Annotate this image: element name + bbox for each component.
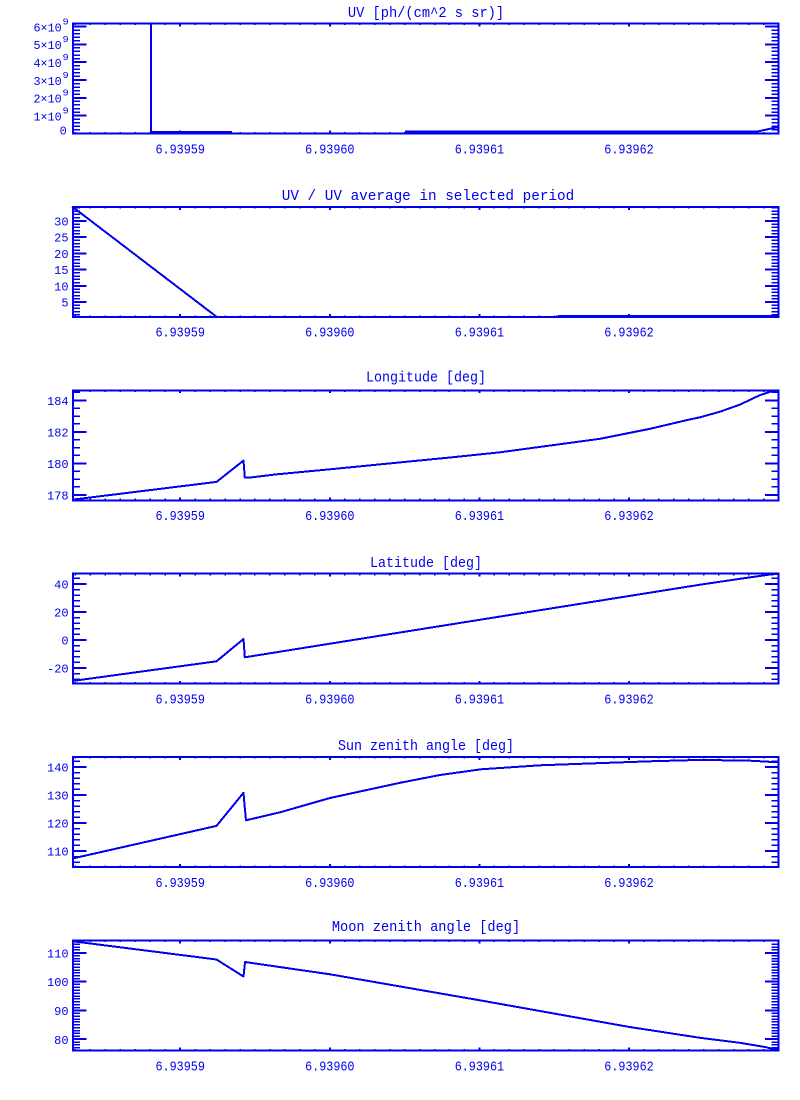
svg-text:6.93962: 6.93962 xyxy=(604,142,653,158)
svg-text:1×10: 1×10 xyxy=(34,110,62,124)
svg-text:9: 9 xyxy=(63,70,69,81)
svg-text:110: 110 xyxy=(47,947,69,961)
svg-text:10: 10 xyxy=(54,280,68,294)
svg-text:Sun zenith angle [deg]: Sun zenith angle [deg] xyxy=(338,737,514,755)
svg-text:9: 9 xyxy=(63,52,69,63)
svg-text:6.93962: 6.93962 xyxy=(604,509,653,525)
svg-text:3×10: 3×10 xyxy=(34,75,62,89)
svg-text:4×10: 4×10 xyxy=(34,57,62,71)
svg-text:25: 25 xyxy=(54,232,68,246)
svg-text:6.93960: 6.93960 xyxy=(305,876,354,892)
svg-text:110: 110 xyxy=(47,846,69,860)
svg-text:182: 182 xyxy=(47,426,69,440)
svg-text:6.93961: 6.93961 xyxy=(455,142,504,158)
svg-text:6.93960: 6.93960 xyxy=(305,326,354,342)
svg-text:6.93961: 6.93961 xyxy=(455,876,504,892)
svg-text:130: 130 xyxy=(47,790,69,804)
svg-text:120: 120 xyxy=(47,818,69,832)
svg-text:Latitude [deg]: Latitude [deg] xyxy=(370,554,482,572)
svg-text:178: 178 xyxy=(47,489,69,503)
svg-text:9: 9 xyxy=(63,88,69,99)
svg-text:20: 20 xyxy=(54,248,68,262)
svg-text:6.93960: 6.93960 xyxy=(305,142,354,158)
svg-text:6.93960: 6.93960 xyxy=(305,509,354,525)
svg-text:9: 9 xyxy=(63,34,69,45)
svg-text:6.93960: 6.93960 xyxy=(305,1059,354,1075)
svg-text:0: 0 xyxy=(61,635,68,649)
svg-text:5: 5 xyxy=(61,297,68,311)
svg-text:5×10: 5×10 xyxy=(34,39,62,53)
svg-text:UV / UV average in selected pe: UV / UV average in selected period xyxy=(282,187,575,205)
svg-text:6.93962: 6.93962 xyxy=(604,876,653,892)
svg-text:6.93959: 6.93959 xyxy=(156,326,205,342)
svg-text:2×10: 2×10 xyxy=(34,93,62,107)
svg-text:6.93962: 6.93962 xyxy=(604,693,653,709)
svg-text:6.93962: 6.93962 xyxy=(604,326,653,342)
svg-text:6.93961: 6.93961 xyxy=(455,509,504,525)
svg-text:6.93959: 6.93959 xyxy=(156,693,205,709)
svg-text:15: 15 xyxy=(54,264,68,278)
svg-text:6.93962: 6.93962 xyxy=(604,1059,653,1075)
svg-text:6.93959: 6.93959 xyxy=(156,142,205,158)
svg-text:90: 90 xyxy=(54,1005,68,1019)
svg-text:Longitude [deg]: Longitude [deg] xyxy=(366,369,486,387)
svg-text:6.93959: 6.93959 xyxy=(156,1059,205,1075)
svg-text:9: 9 xyxy=(63,16,69,27)
svg-text:180: 180 xyxy=(47,458,69,472)
svg-text:6.93961: 6.93961 xyxy=(455,693,504,709)
svg-text:6×10: 6×10 xyxy=(34,21,62,35)
svg-text:6.93960: 6.93960 xyxy=(305,693,354,709)
svg-text:140: 140 xyxy=(47,762,69,776)
svg-text:80: 80 xyxy=(54,1034,68,1048)
svg-text:6.93961: 6.93961 xyxy=(455,326,504,342)
svg-text:-20: -20 xyxy=(47,663,69,677)
svg-text:30: 30 xyxy=(54,215,68,229)
svg-text:6.93959: 6.93959 xyxy=(156,876,205,892)
svg-text:100: 100 xyxy=(47,976,69,990)
svg-text:40: 40 xyxy=(54,579,68,593)
svg-text:6.93959: 6.93959 xyxy=(156,509,205,525)
svg-text:20: 20 xyxy=(54,607,68,621)
svg-text:6.93961: 6.93961 xyxy=(455,1059,504,1075)
svg-text:9: 9 xyxy=(63,105,69,116)
svg-text:UV [ph/(cm^2 s sr)]: UV [ph/(cm^2 s sr)] xyxy=(348,4,504,22)
svg-text:184: 184 xyxy=(47,395,69,409)
svg-text:0: 0 xyxy=(60,125,67,139)
svg-text:Moon zenith angle [deg]: Moon zenith angle [deg] xyxy=(332,918,520,936)
